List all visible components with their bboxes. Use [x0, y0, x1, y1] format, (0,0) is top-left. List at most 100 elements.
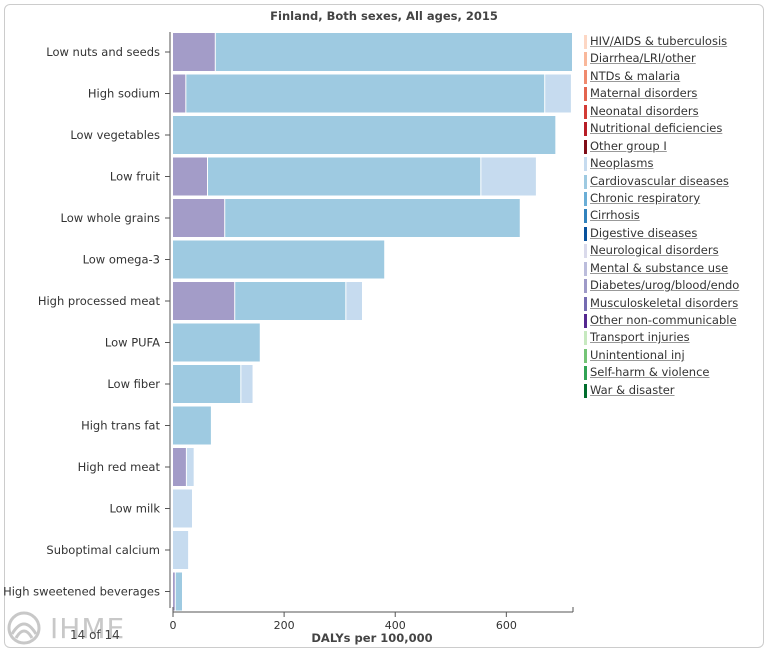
- bar-segment[interactable]: [173, 282, 235, 320]
- legend-label: Self-harm & violence: [590, 365, 710, 380]
- category-label: Suboptimal calcium: [46, 543, 160, 557]
- category-label: Low fruit: [110, 170, 161, 184]
- ihme-logo-text: IHME: [50, 612, 126, 645]
- category-label: Low milk: [109, 502, 160, 516]
- category-label: Low vegetables: [70, 128, 160, 142]
- ihme-logo: IHME: [6, 610, 124, 650]
- bar-segment[interactable]: [173, 240, 385, 279]
- legend-item[interactable]: Other non-communicable: [584, 312, 739, 329]
- x-tick-label: 200: [274, 619, 295, 632]
- chart-title: Finland, Both sexes, All ages, 2015: [270, 9, 498, 23]
- legend-swatch: [584, 296, 587, 311]
- category-labels: Low nuts and seeds High sodium Low vegetab…: [3, 45, 170, 599]
- legend-label: Cirrhosis: [590, 208, 640, 223]
- page-indicator: 14 of 14: [70, 628, 120, 642]
- legend-swatch: [584, 383, 587, 398]
- legend-swatch: [584, 35, 587, 49]
- bar-segment[interactable]: [173, 489, 192, 528]
- bar-segment[interactable]: [208, 157, 481, 196]
- bar-segment[interactable]: [173, 531, 189, 569]
- bar-segment[interactable]: [346, 282, 362, 320]
- legend-item[interactable]: Musculoskeletal disorders: [584, 295, 739, 312]
- category-label: High processed meat: [38, 294, 161, 308]
- legend-swatch: [584, 157, 587, 172]
- legend-item[interactable]: Neurological disorders: [584, 242, 739, 259]
- legend-item[interactable]: Unintentional inj: [584, 347, 739, 364]
- ihme-logo-icon: [7, 611, 41, 645]
- legend-item[interactable]: Cardiovascular diseases: [584, 173, 739, 190]
- legend-label: Digestive diseases: [590, 225, 698, 240]
- legend-item[interactable]: Digestive diseases: [584, 225, 739, 242]
- legend-item[interactable]: Mental & substance use: [584, 260, 739, 277]
- bar-segment[interactable]: [173, 116, 556, 154]
- legend-label: Diabetes/urog/blood/endo: [590, 278, 740, 293]
- bar-segment[interactable]: [173, 33, 215, 71]
- legend-swatch: [584, 314, 587, 328]
- category-label: High trans fat: [81, 419, 160, 433]
- legend-item[interactable]: Diarrhea/LRI/other: [584, 50, 739, 67]
- category-label: Low omega-3: [83, 253, 160, 267]
- legend-item[interactable]: Neonatal disorders: [584, 103, 739, 120]
- legend-item[interactable]: Other group I: [584, 138, 739, 155]
- legend-label: Mental & substance use: [590, 260, 729, 275]
- bar-segment[interactable]: [225, 199, 520, 237]
- legend-swatch: [584, 226, 587, 241]
- legend-swatch: [584, 244, 587, 259]
- legend-item[interactable]: Diabetes/urog/blood/endo: [584, 277, 739, 294]
- legend-swatch: [584, 69, 587, 84]
- bar-segment[interactable]: [186, 74, 545, 113]
- legend-label: HIV/AIDS & tuberculosis: [590, 34, 728, 48]
- bar-segment[interactable]: [173, 448, 186, 486]
- legend-label: Musculoskeletal disorders: [590, 295, 739, 310]
- legend-item[interactable]: HIV/AIDS & tuberculosis: [584, 33, 739, 50]
- legend-item[interactable]: Transport injuries: [584, 329, 739, 346]
- legend-item[interactable]: War & disaster: [584, 382, 739, 399]
- legend-item[interactable]: Cirrhosis: [584, 207, 739, 224]
- legend: HIV/AIDS & tuberculosis Diarrhea/LRI/othe…: [584, 33, 739, 399]
- legend-item[interactable]: Maternal disorders: [584, 85, 739, 102]
- legend-swatch: [584, 52, 587, 67]
- legend-label: Other group I: [590, 138, 667, 153]
- bar-segment[interactable]: [173, 157, 207, 196]
- legend-swatch: [584, 87, 587, 102]
- bar-segment[interactable]: [173, 406, 211, 445]
- legend-swatch: [584, 331, 587, 346]
- legend-item[interactable]: Nutritional deficiencies: [584, 120, 739, 137]
- category-label: High red meat: [78, 460, 161, 474]
- bar-segment[interactable]: [173, 572, 175, 611]
- legend-label: Unintentional inj: [590, 347, 685, 362]
- legend-swatch: [584, 122, 587, 137]
- legend-label: Nutritional deficiencies: [590, 121, 723, 136]
- legend-item[interactable]: Chronic respiratory: [584, 190, 739, 207]
- legend-swatch: [584, 139, 587, 154]
- bar-segment[interactable]: [481, 157, 536, 196]
- legend-swatch: [584, 261, 587, 276]
- legend-label: Cardiovascular diseases: [590, 173, 729, 188]
- legend-swatch: [584, 209, 587, 224]
- x-tick-label: 400: [385, 619, 406, 632]
- legend-item[interactable]: Neoplasms: [584, 155, 739, 172]
- bars-group: [173, 33, 572, 611]
- legend-swatch: [584, 348, 587, 363]
- category-label: High sodium: [88, 87, 160, 101]
- bar-segment[interactable]: [173, 199, 225, 237]
- bar-segment[interactable]: [545, 74, 571, 113]
- x-axis: 0 200 400 600: [170, 607, 574, 632]
- legend-item[interactable]: Self-harm & violence: [584, 364, 739, 381]
- bar-segment[interactable]: [173, 323, 260, 362]
- bar-segment[interactable]: [175, 572, 182, 611]
- bar-segment[interactable]: [235, 282, 346, 320]
- bar-segment[interactable]: [186, 448, 194, 486]
- bar-segment[interactable]: [215, 33, 572, 71]
- legend-label: NTDs & malaria: [590, 68, 681, 83]
- category-label: Low whole grains: [60, 211, 160, 225]
- legend-item[interactable]: NTDs & malaria: [584, 68, 739, 85]
- legend-label: War & disaster: [590, 382, 675, 397]
- legend-label: Neonatal disorders: [590, 103, 699, 118]
- legend-swatch: [584, 279, 587, 294]
- legend-label: Transport injuries: [590, 330, 690, 345]
- bar-segment[interactable]: [173, 74, 186, 113]
- bar-segment[interactable]: [173, 365, 241, 403]
- legend-label: Chronic respiratory: [590, 190, 701, 205]
- bar-segment[interactable]: [241, 365, 253, 403]
